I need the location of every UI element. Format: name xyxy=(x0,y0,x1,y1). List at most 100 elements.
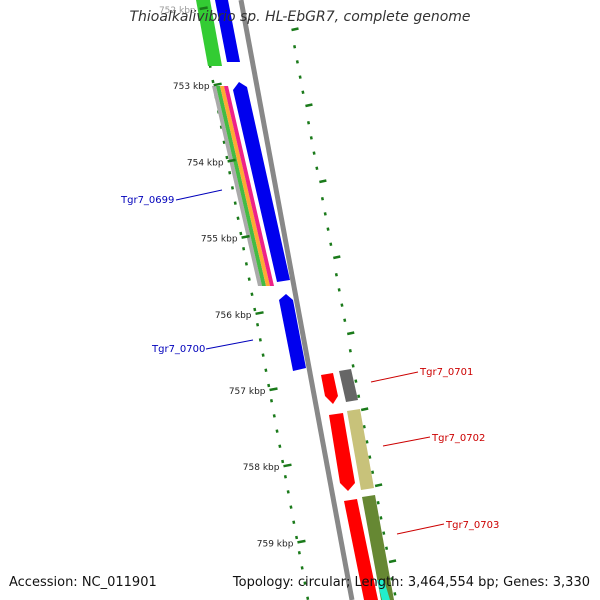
outer-tick-minor xyxy=(365,440,369,444)
outer-tick-minor xyxy=(301,90,305,95)
leader-tgr7-0701 xyxy=(370,371,419,383)
outer-tick-minor xyxy=(343,318,347,323)
gene-tgr7-0702[interactable] xyxy=(347,409,374,490)
scale-tick-minor xyxy=(211,79,215,84)
outer-tick-major xyxy=(291,27,299,32)
outer-tick-minor xyxy=(293,44,297,49)
scale-tick-minor xyxy=(272,414,276,418)
scale-tick-minor xyxy=(225,155,229,160)
scale-tick-minor xyxy=(283,474,287,479)
scale-tick-major xyxy=(227,158,236,163)
outer-tick-minor xyxy=(371,470,375,475)
stripe-magenta[interactable] xyxy=(224,86,274,286)
scale-tick-minor xyxy=(250,292,254,297)
scale-tick-minor xyxy=(300,566,304,570)
scale-tick-major xyxy=(213,82,222,87)
genome-backbone xyxy=(238,0,355,600)
outer-tick-major xyxy=(388,559,397,564)
gene-top-green[interactable] xyxy=(196,0,222,66)
outer-tick-minor xyxy=(382,531,386,535)
gene-leader-lines xyxy=(175,189,445,535)
outer-tick-major xyxy=(333,255,341,260)
outer-tick-major xyxy=(305,103,313,108)
scale-label: 758 kbp xyxy=(243,463,280,473)
outer-tick-minor xyxy=(295,60,299,64)
gene-tgr7-0703[interactable] xyxy=(362,495,394,600)
gene-tgr7-0699[interactable] xyxy=(233,82,290,282)
scale-tick-minor xyxy=(230,186,234,190)
scale-tick-minor xyxy=(295,535,299,540)
outer-tick-minor xyxy=(351,364,355,368)
scale-tick-minor xyxy=(281,459,285,464)
scale-label: 759 kbp xyxy=(257,539,294,549)
scale-label: 753 kbp xyxy=(173,82,210,92)
scale-tick-minor xyxy=(275,429,279,433)
outer-tick-major xyxy=(346,331,355,336)
scale-tick-minor xyxy=(306,596,310,600)
scale-tick-minor xyxy=(303,581,307,585)
scale-tick-minor xyxy=(264,368,268,373)
scale-tick-minor xyxy=(286,490,290,494)
scale-tick-minor xyxy=(242,246,246,251)
gene-label-tgr7-0701[interactable]: Tgr7_0701 xyxy=(419,367,473,378)
outer-tick-minor xyxy=(385,546,389,551)
scale-tick-minor xyxy=(219,125,223,129)
scale-tick-minor xyxy=(256,322,260,327)
outer-tick-minor xyxy=(298,75,302,79)
scale-tick-minor xyxy=(267,383,271,388)
scale-tick-minor xyxy=(244,262,248,266)
cog-stripes xyxy=(212,86,274,286)
outer-tick-minor xyxy=(376,500,380,505)
gene-tgr7-0703-red[interactable] xyxy=(344,499,378,600)
gene-label-tgr7-0700[interactable]: Tgr7_0700 xyxy=(151,344,205,355)
scale-tick-minor xyxy=(239,231,243,236)
scale-labels: 752 kbp 753 kbp 754 kbp 755 kbp 756 kbp 757 k… xyxy=(159,6,306,549)
scale-tick-minor xyxy=(236,216,240,221)
outer-tick-major xyxy=(374,483,383,488)
scale-tick-minor xyxy=(233,201,237,205)
outer-tick-minor xyxy=(312,151,316,155)
gene-label-tgr7-0699[interactable]: Tgr7_0699 xyxy=(120,195,174,206)
gene-tgr7-0701[interactable] xyxy=(339,369,358,402)
outer-tick-minor xyxy=(334,272,338,277)
outer-tick-minor xyxy=(315,166,319,171)
outer-tick-minor xyxy=(379,516,383,520)
scale-tick-minor xyxy=(253,307,257,312)
stripe-gray[interactable] xyxy=(212,86,262,286)
gene-top-blue[interactable] xyxy=(215,0,240,62)
gene-label-tgr7-0702[interactable]: Tgr7_0702 xyxy=(431,433,485,444)
gene-tgr7-0701-red[interactable] xyxy=(321,373,338,404)
scale-label: 754 kbp xyxy=(187,158,224,168)
stripe-orange[interactable] xyxy=(220,86,270,286)
outer-tick-minor xyxy=(340,303,344,307)
gene-label-tgr7-0703[interactable]: Tgr7_0703 xyxy=(445,520,499,531)
outer-tick-minor xyxy=(309,136,313,140)
outer-tick-minor xyxy=(329,242,333,247)
outer-tick-minor xyxy=(362,424,366,429)
leader-tgr7-0699 xyxy=(175,189,223,201)
leader-tgr7-0700 xyxy=(205,339,254,350)
scale-tick-minor xyxy=(289,505,293,509)
scale-tick-minor xyxy=(278,444,282,449)
gene-tgr7-0700[interactable] xyxy=(279,294,306,371)
genome-title: Thioalkalivibrio sp. HL-EbGR7, complete … xyxy=(129,9,471,25)
outer-tick-minor xyxy=(390,576,394,581)
outer-tick-minor xyxy=(354,379,358,383)
gene-bottom-teal[interactable] xyxy=(377,580,390,600)
outer-tick-major xyxy=(360,407,369,412)
outer-tick-minor xyxy=(323,212,327,216)
scale-ticks-outer xyxy=(291,27,397,596)
stripe-green[interactable] xyxy=(216,86,266,286)
scale-tick-minor xyxy=(292,520,296,525)
scale-label: 752 kbp xyxy=(159,6,196,16)
gene-labels: Tgr7_0699 Tgr7_0700 Tgr7_0701 Tgr7_0702 … xyxy=(120,195,499,531)
accession-text: Accession: NC_011901 xyxy=(9,575,157,590)
outer-tick-minor xyxy=(337,288,341,292)
scale-tick-major xyxy=(255,311,264,316)
scale-label: 755 kbp xyxy=(201,235,238,245)
scale-tick-major xyxy=(297,539,306,544)
outer-tick-minor xyxy=(357,394,361,399)
gene-tgr7-0702-red[interactable] xyxy=(329,413,355,491)
